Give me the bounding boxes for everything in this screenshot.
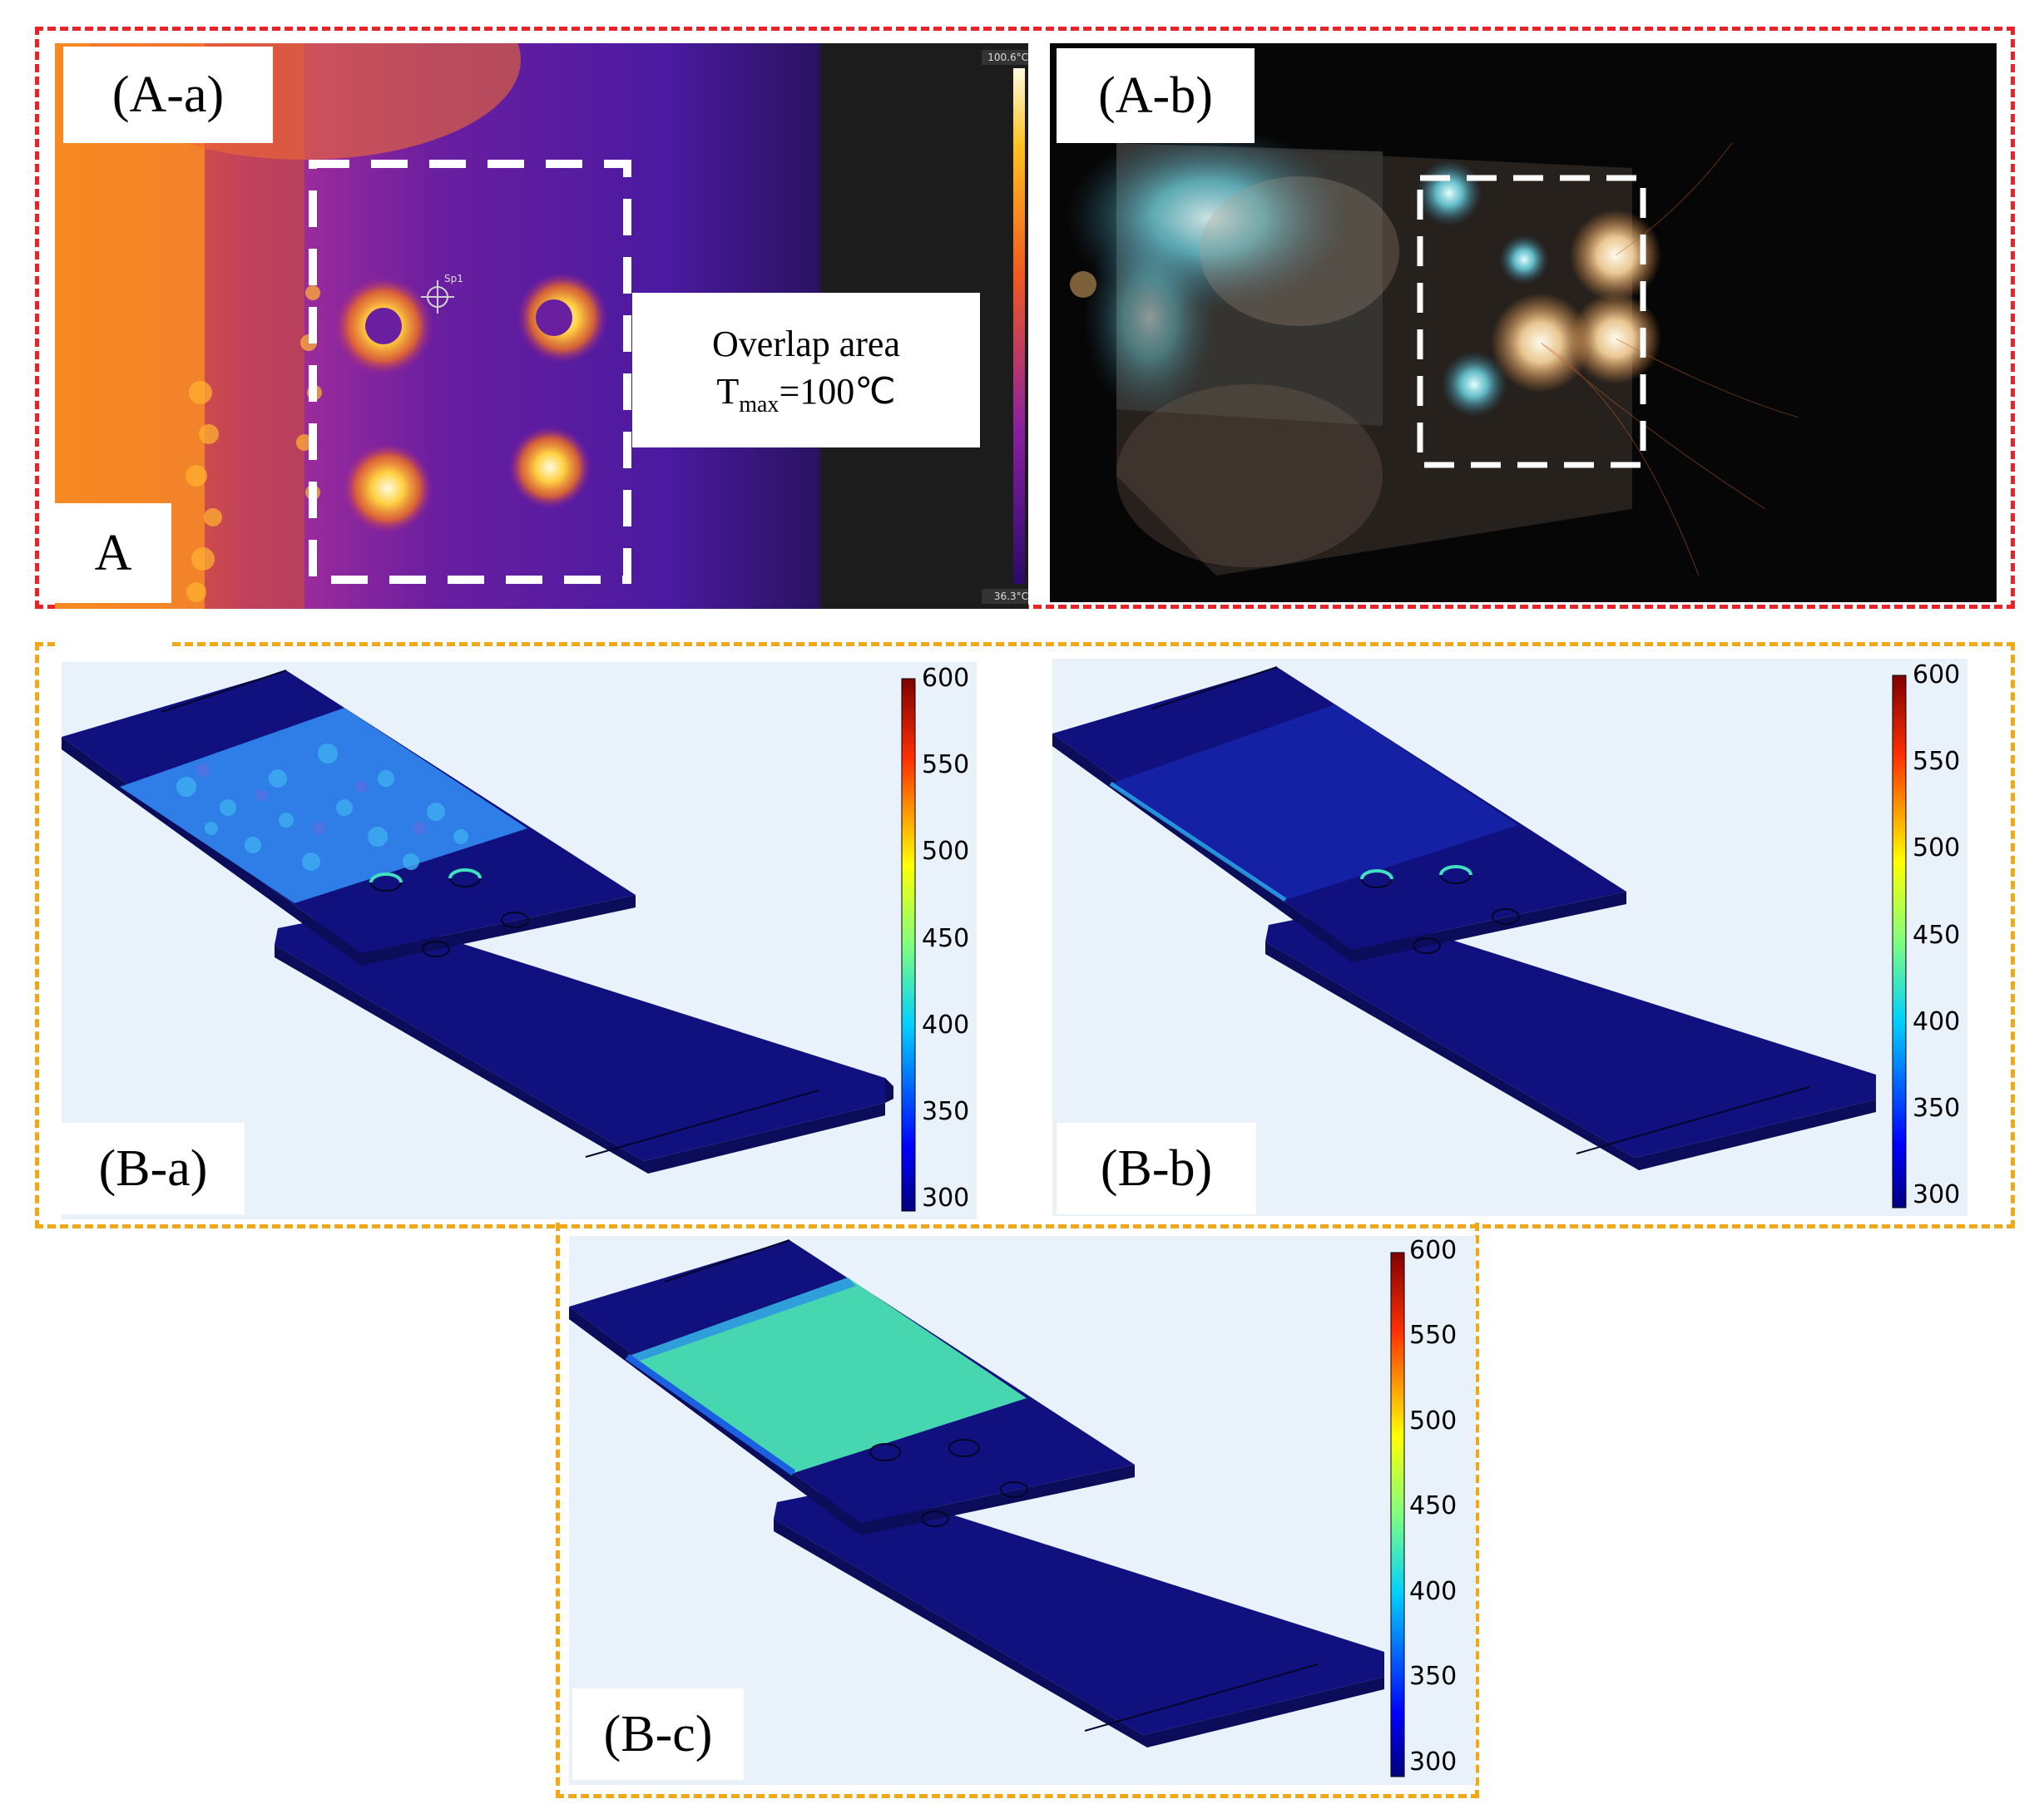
colorbar-tick: 550 [922, 750, 970, 779]
overlap-annotation-tmax: Tmax=100℃ [716, 371, 896, 418]
section-label-a: A [55, 503, 171, 603]
colorbar-tick: 600 [922, 664, 970, 693]
colorbar-tick: 600 [1409, 1236, 1458, 1265]
colorbar-tick: 350 [922, 1097, 970, 1126]
colorbar-ticks-b-a: 600 550 500 450 400 350 300 [922, 664, 972, 1229]
colorbar-b-b [1892, 675, 1907, 1209]
colorbar-tick: 550 [1913, 747, 1961, 776]
thermal-spot-label: Sp1 [444, 273, 463, 284]
overlap-annotation-title: Overlap area [712, 323, 900, 364]
colorbar-tick: 450 [1409, 1491, 1458, 1520]
colorbar-tick: 500 [1409, 1406, 1458, 1436]
colorbar-tick: 350 [1913, 1094, 1961, 1123]
colorbar-tick: 500 [1913, 833, 1961, 863]
colorbar-tick: 300 [1409, 1747, 1458, 1777]
colorbar-tick: 400 [1913, 1007, 1961, 1036]
colorbar-b-a [901, 678, 916, 1212]
overlap-area-box [309, 160, 631, 584]
colorbar-tick: 400 [1409, 1577, 1458, 1606]
colorbar-tick: 600 [1913, 660, 1961, 690]
panel-label-b-c: (B-c) [572, 1688, 744, 1780]
thermal-scale-min: 36.3°C [982, 589, 1028, 604]
simulation-plot-b-c [569, 1239, 1405, 1777]
colorbar-tick: 450 [1913, 921, 1961, 950]
spot-marker-icon [421, 280, 454, 314]
overlap-annotation-box: Overlap area Tmax=100℃ [632, 293, 980, 447]
welding-overlap-box [1417, 175, 1646, 468]
panel-label-a-b: (A-b) [1057, 48, 1255, 143]
panel-label-a-a: (A-a) [63, 47, 273, 143]
colorbar-tick: 400 [922, 1011, 970, 1040]
colorbar-b-c [1390, 1252, 1405, 1777]
panel-label-b-b: (B-b) [1057, 1123, 1256, 1214]
thermal-scale-bar [1013, 68, 1025, 584]
colorbar-tick: 450 [922, 924, 970, 953]
colorbar-tick: 350 [1409, 1662, 1458, 1691]
colorbar-tick: 300 [1913, 1180, 1961, 1209]
simulation-plot-b-a [62, 670, 916, 1212]
simulation-plot-b-b [1052, 666, 1907, 1209]
colorbar-ticks-b-c: 600 550 500 450 400 350 300 [1409, 1236, 1459, 1793]
thermal-scale-max: 100.6°C [982, 50, 1028, 65]
panel-label-b-a: (B-a) [62, 1123, 245, 1214]
colorbar-tick: 550 [1409, 1321, 1458, 1350]
colorbar-tick: 500 [922, 837, 970, 866]
colorbar-ticks-b-b: 600 550 500 450 400 350 300 [1913, 660, 1962, 1226]
colorbar-tick: 300 [922, 1184, 970, 1213]
section-b-lower-frame [556, 1223, 1479, 1798]
section-b-frame [35, 642, 2015, 1228]
